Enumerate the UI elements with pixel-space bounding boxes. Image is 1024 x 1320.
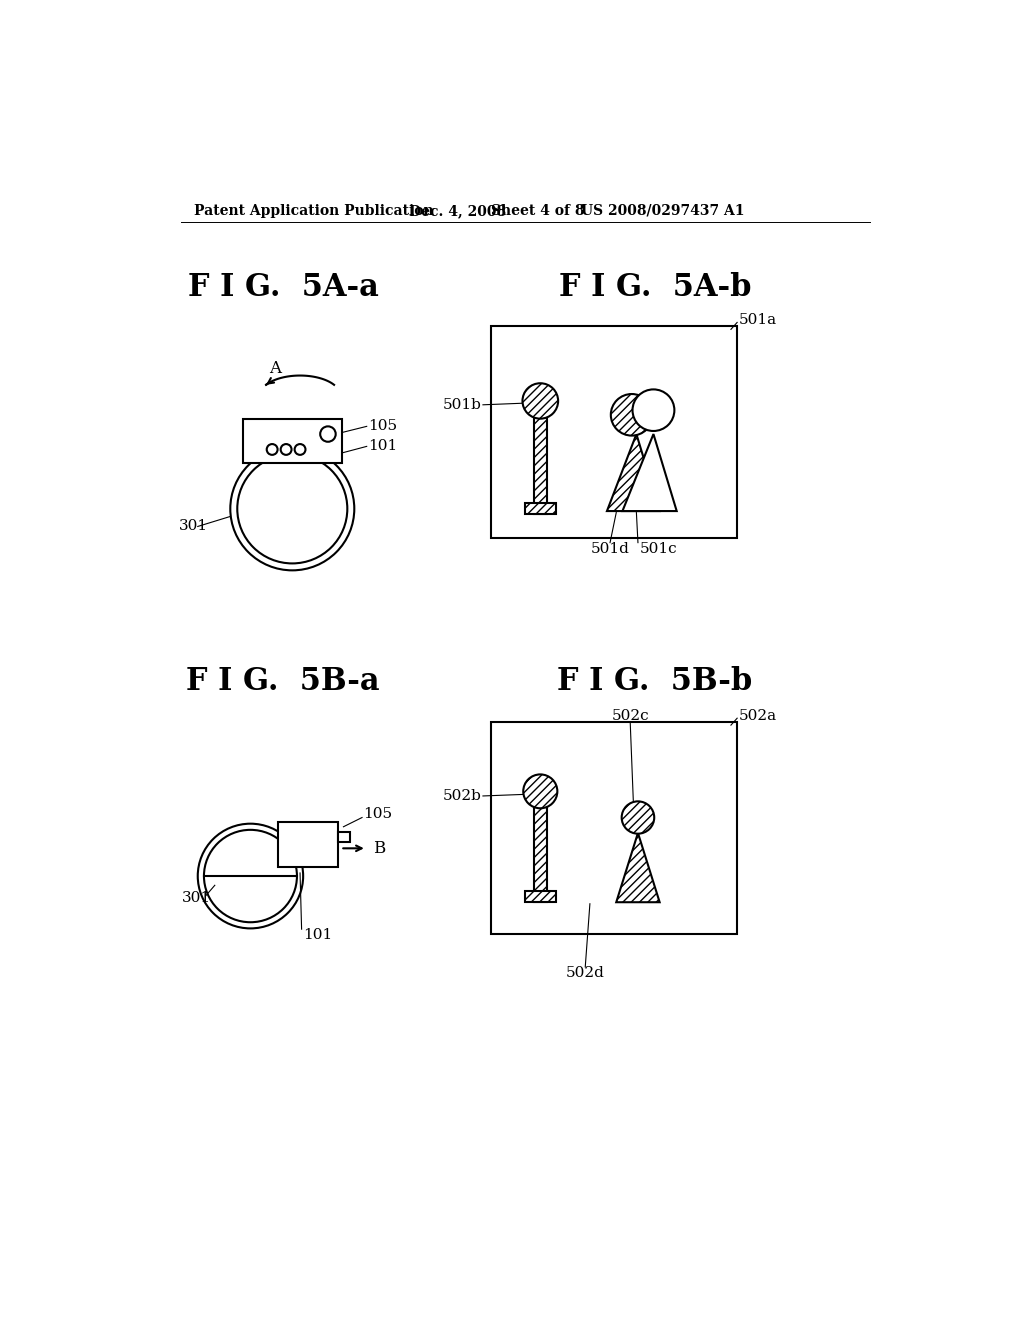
Text: 105: 105 bbox=[369, 420, 397, 433]
Bar bbox=[535, 797, 547, 903]
Text: 502b: 502b bbox=[442, 789, 481, 803]
Circle shape bbox=[611, 395, 652, 436]
Text: 501d: 501d bbox=[591, 541, 630, 556]
Text: 501a: 501a bbox=[738, 313, 777, 327]
Text: US 2008/0297437 A1: US 2008/0297437 A1 bbox=[581, 203, 744, 218]
Circle shape bbox=[622, 801, 654, 834]
Text: F I G.  5B-b: F I G. 5B-b bbox=[557, 667, 753, 697]
Circle shape bbox=[281, 444, 292, 455]
Circle shape bbox=[522, 383, 558, 418]
Circle shape bbox=[633, 389, 675, 430]
Text: Dec. 4, 2008: Dec. 4, 2008 bbox=[409, 203, 506, 218]
Bar bbox=[278, 822, 338, 867]
Circle shape bbox=[295, 444, 305, 455]
Circle shape bbox=[230, 447, 354, 570]
Text: F I G.  5A-b: F I G. 5A-b bbox=[559, 272, 752, 304]
Circle shape bbox=[523, 775, 557, 808]
Circle shape bbox=[321, 426, 336, 442]
Text: 501c: 501c bbox=[640, 541, 677, 556]
Text: Sheet 4 of 8: Sheet 4 of 8 bbox=[490, 203, 585, 218]
Text: 301: 301 bbox=[178, 520, 208, 533]
Bar bbox=[490, 722, 737, 933]
Text: F I G.  5B-a: F I G. 5B-a bbox=[186, 667, 380, 697]
Text: 101: 101 bbox=[303, 928, 333, 941]
Polygon shape bbox=[623, 434, 677, 511]
Text: 301: 301 bbox=[182, 891, 211, 904]
Bar bbox=[490, 326, 737, 539]
Bar bbox=[535, 408, 547, 515]
Bar bbox=[243, 418, 342, 463]
Text: 501b: 501b bbox=[442, 397, 481, 412]
Text: 502d: 502d bbox=[566, 966, 605, 979]
Text: F I G.  5A-a: F I G. 5A-a bbox=[187, 272, 379, 304]
Polygon shape bbox=[607, 434, 659, 511]
Circle shape bbox=[204, 830, 297, 923]
Bar bbox=[338, 832, 350, 842]
Text: 101: 101 bbox=[369, 440, 397, 453]
Bar bbox=[524, 503, 556, 515]
Circle shape bbox=[238, 454, 347, 564]
Text: 502c: 502c bbox=[611, 709, 649, 723]
Text: A: A bbox=[269, 360, 282, 378]
Text: B: B bbox=[373, 840, 385, 857]
Circle shape bbox=[198, 824, 303, 928]
Bar bbox=[524, 891, 556, 903]
Polygon shape bbox=[616, 833, 659, 903]
Text: 105: 105 bbox=[364, 808, 393, 821]
Text: 502a: 502a bbox=[738, 709, 777, 723]
Text: Patent Application Publication: Patent Application Publication bbox=[194, 203, 433, 218]
Circle shape bbox=[266, 444, 278, 455]
